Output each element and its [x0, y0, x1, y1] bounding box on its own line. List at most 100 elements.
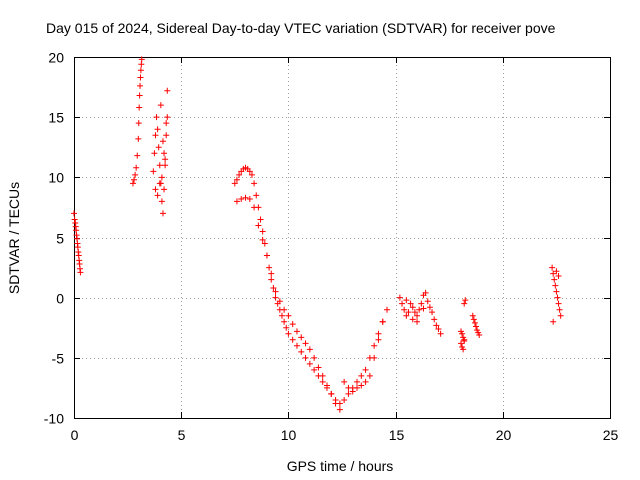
data-point	[272, 288, 279, 295]
data-point	[246, 168, 253, 175]
data-point	[409, 316, 416, 323]
data-point	[341, 378, 348, 385]
data-point	[401, 306, 408, 313]
data-point	[283, 324, 290, 331]
grid	[74, 57, 610, 418]
data-point	[137, 67, 144, 74]
data-point	[138, 56, 145, 63]
data-point	[71, 210, 77, 217]
data-point	[259, 236, 266, 243]
data-point	[555, 300, 562, 307]
data-point	[162, 156, 169, 163]
data-point	[272, 294, 279, 301]
data-point	[384, 306, 391, 313]
data-point	[163, 120, 170, 127]
data-point	[248, 171, 255, 178]
data-point	[231, 180, 238, 187]
data-point	[366, 372, 373, 379]
data-point	[285, 330, 292, 337]
data-point	[133, 164, 140, 171]
data-point	[319, 372, 326, 379]
data-point	[289, 336, 296, 343]
data-point	[414, 312, 421, 319]
plot-frame	[74, 57, 611, 419]
data-point	[136, 92, 143, 99]
data-point	[371, 342, 378, 349]
data-point	[285, 312, 292, 319]
data-point	[437, 330, 444, 337]
data-point	[554, 294, 561, 301]
data-point	[153, 114, 160, 121]
data-point	[470, 316, 477, 323]
data-point	[435, 325, 442, 332]
data-point	[161, 186, 168, 193]
data-point	[379, 318, 386, 325]
data-point	[424, 298, 431, 305]
data-point	[131, 176, 138, 183]
data-point	[302, 354, 309, 361]
y-tick-label: 5	[56, 231, 64, 247]
data-point	[328, 390, 335, 397]
y-tick-label: 15	[48, 110, 64, 126]
data-point	[354, 378, 361, 385]
data-point	[135, 135, 142, 142]
data-point	[319, 378, 326, 385]
data-point	[289, 321, 296, 328]
data-point	[553, 268, 560, 275]
data-point	[281, 306, 288, 313]
x-axis-label: GPS time / hours	[287, 458, 394, 474]
data-point	[152, 186, 159, 193]
data-point	[409, 304, 416, 311]
x-tick-label: 25	[603, 427, 619, 443]
data-point	[263, 252, 270, 259]
data-point	[246, 195, 253, 202]
data-point	[156, 162, 163, 169]
data-point	[469, 312, 476, 319]
data-point	[268, 270, 275, 277]
data-point	[306, 346, 313, 353]
data-point	[553, 288, 560, 295]
data-point	[251, 204, 258, 211]
data-point	[315, 364, 322, 371]
data-point	[349, 388, 356, 395]
data-point	[403, 297, 410, 304]
data-point	[276, 298, 283, 305]
data-point	[132, 171, 139, 178]
data-point	[422, 289, 429, 296]
data-point	[158, 174, 165, 181]
data-point	[129, 180, 136, 187]
data-point	[332, 400, 339, 407]
data-points	[71, 56, 564, 413]
data-point	[268, 276, 275, 283]
data-point	[71, 216, 78, 223]
x-tick-label: 10	[281, 427, 297, 443]
data-point	[158, 198, 165, 205]
data-point	[164, 87, 171, 94]
data-point	[162, 162, 169, 169]
data-point	[459, 330, 466, 337]
data-point	[396, 294, 403, 301]
data-point	[418, 300, 425, 307]
data-point	[159, 138, 166, 145]
data-point	[155, 144, 162, 151]
data-point	[399, 300, 406, 307]
data-point	[461, 336, 468, 343]
data-point	[266, 264, 273, 271]
data-point	[336, 406, 343, 413]
y-axis-label: SDTVAR / TECUs	[6, 182, 22, 294]
data-point	[270, 285, 277, 292]
data-point	[358, 372, 365, 379]
data-point	[429, 309, 436, 316]
x-tick-label: 5	[178, 427, 186, 443]
data-point	[298, 334, 305, 341]
data-point	[255, 222, 262, 229]
y-tick-label: 20	[48, 50, 64, 66]
data-point	[137, 74, 144, 81]
data-point	[403, 312, 410, 319]
data-point	[259, 228, 266, 235]
data-point	[163, 132, 170, 139]
data-point	[236, 171, 243, 178]
y-tick-label: 0	[56, 291, 64, 307]
data-point	[137, 82, 144, 89]
data-point	[261, 240, 268, 247]
